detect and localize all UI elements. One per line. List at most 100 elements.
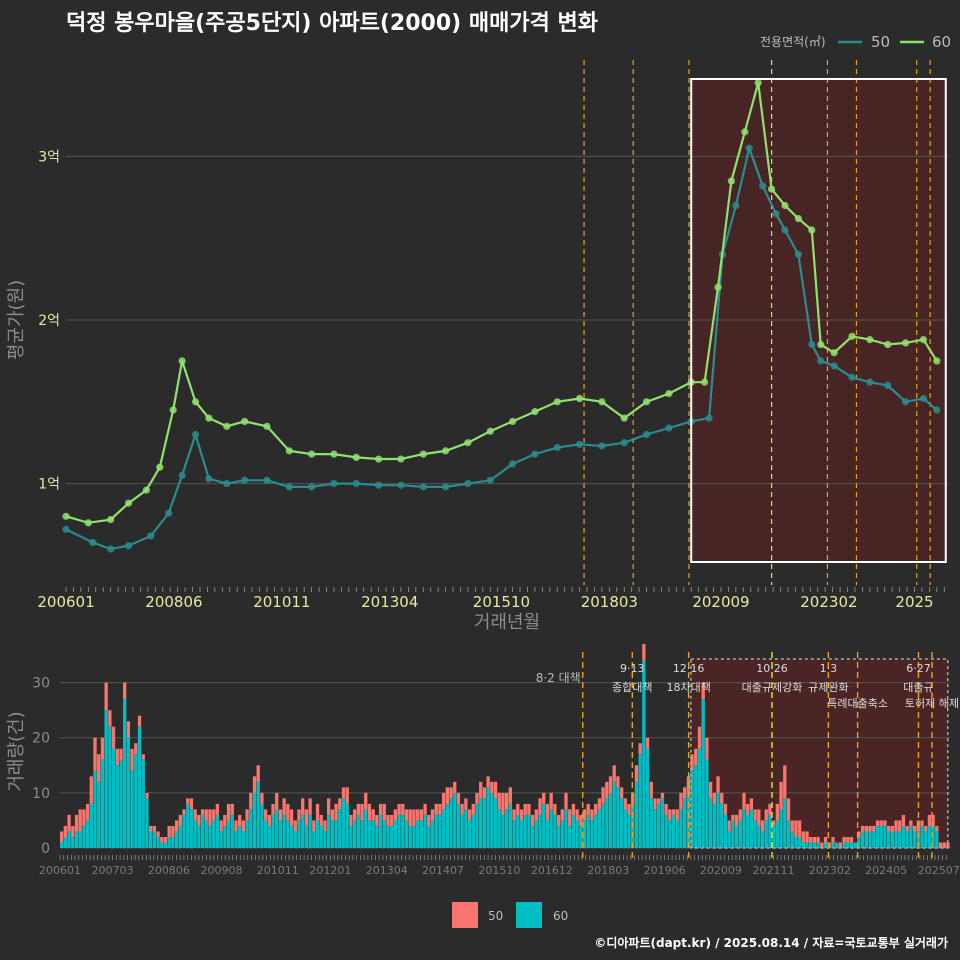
bar-50 [397, 803, 401, 815]
bar-60 [853, 842, 857, 848]
bar-60 [846, 842, 850, 848]
data-point-50 [665, 424, 673, 432]
legend-title: 전용면적(㎡) [760, 35, 826, 49]
bar-60 [263, 820, 268, 848]
bar-50 [260, 792, 264, 804]
bar-50 [827, 842, 831, 848]
bar-50 [671, 809, 676, 815]
data-point-50 [464, 479, 472, 488]
bar-60 [556, 825, 561, 848]
data-point-60 [124, 499, 133, 507]
bar-50 [749, 798, 754, 810]
bar-60 [386, 825, 390, 848]
bar-50 [542, 792, 546, 804]
bar-50 [790, 820, 794, 832]
bar-50 [549, 792, 553, 810]
data-point-60 [142, 486, 150, 494]
data-point-60 [352, 453, 360, 462]
bar-50 [657, 798, 661, 804]
volume-x-tick-label: 202405 [865, 864, 907, 877]
bar-60 [530, 825, 535, 848]
bar-60 [927, 825, 932, 848]
x-tick-label: 200806 [145, 593, 202, 611]
highlight-frame [690, 78, 947, 563]
data-point-50 [794, 250, 802, 259]
volume-y-axis-label: 거래량(건) [6, 711, 27, 791]
bar-60 [835, 842, 839, 848]
bar-50 [645, 737, 650, 749]
bar-50 [319, 814, 323, 826]
bar-50 [683, 787, 687, 799]
data-point-60 [754, 79, 762, 87]
bar-60 [327, 814, 331, 848]
data-point-50 [241, 476, 249, 484]
bar-50 [312, 820, 316, 832]
bar-50 [883, 820, 887, 826]
bar-50 [938, 842, 943, 848]
bar-50 [931, 814, 935, 826]
data-point-50 [866, 378, 874, 386]
bar-50 [360, 803, 364, 821]
bar-60 [901, 825, 906, 848]
bar-60 [723, 814, 728, 848]
bar-50 [212, 809, 216, 821]
bar-50 [720, 792, 724, 804]
bar-60 [382, 820, 386, 848]
bar-50 [412, 809, 416, 826]
bar-60 [471, 814, 475, 848]
bar-60 [746, 814, 750, 848]
data-point-50 [553, 443, 561, 452]
data-point-50 [178, 471, 186, 480]
bar-50 [742, 792, 746, 810]
bar-50 [842, 836, 846, 843]
bar-50 [512, 809, 516, 821]
volume-y-tick-label: 0 [41, 841, 50, 857]
bar-50 [797, 820, 802, 837]
volume-y-tick-label: 10 [32, 786, 50, 802]
bar-60 [872, 831, 876, 848]
bar-60 [390, 825, 394, 848]
bar-60 [226, 820, 231, 848]
bar-60 [694, 765, 698, 848]
volume-x-tick-label: 201011 [257, 864, 299, 877]
bar-50 [849, 836, 854, 843]
bar-50 [178, 814, 182, 826]
data-point-60 [933, 357, 941, 365]
legend-label-50: 50 [871, 33, 890, 51]
data-point-60 [642, 398, 651, 406]
bar-60 [668, 820, 672, 848]
data-point-50 [830, 362, 838, 370]
bar-60 [909, 825, 913, 848]
bar-60 [875, 825, 880, 848]
bar-60 [786, 820, 791, 848]
bar-60 [768, 814, 772, 848]
data-point-60 [441, 447, 450, 455]
policy-label: 종합대책 [612, 681, 652, 694]
bar-60 [371, 820, 375, 848]
bar-50 [560, 809, 564, 821]
bar-60 [67, 831, 71, 848]
bar-50 [872, 825, 876, 832]
bar-60 [119, 759, 123, 848]
bar-50 [694, 748, 698, 766]
x-tick-label: 201803 [581, 593, 638, 611]
bar-60 [864, 831, 869, 848]
bar-60 [100, 759, 105, 848]
volume-x-tick-label: 200601 [39, 864, 81, 877]
data-point-60 [508, 417, 517, 426]
bar-50 [371, 809, 375, 821]
data-point-60 [848, 332, 856, 340]
bar-60 [482, 798, 487, 848]
bar-50 [516, 803, 520, 815]
bar-50 [423, 803, 427, 815]
bar-60 [404, 820, 409, 848]
bottom-legend-swatch-60 [516, 902, 542, 928]
bar-60 [701, 699, 705, 848]
bar-50 [501, 792, 505, 815]
bar-50 [271, 803, 275, 815]
bar-50 [879, 820, 883, 826]
volume-x-tick-label: 201201 [309, 864, 351, 877]
bar-60 [156, 836, 160, 848]
data-point-50 [308, 483, 316, 491]
bar-60 [282, 814, 286, 848]
